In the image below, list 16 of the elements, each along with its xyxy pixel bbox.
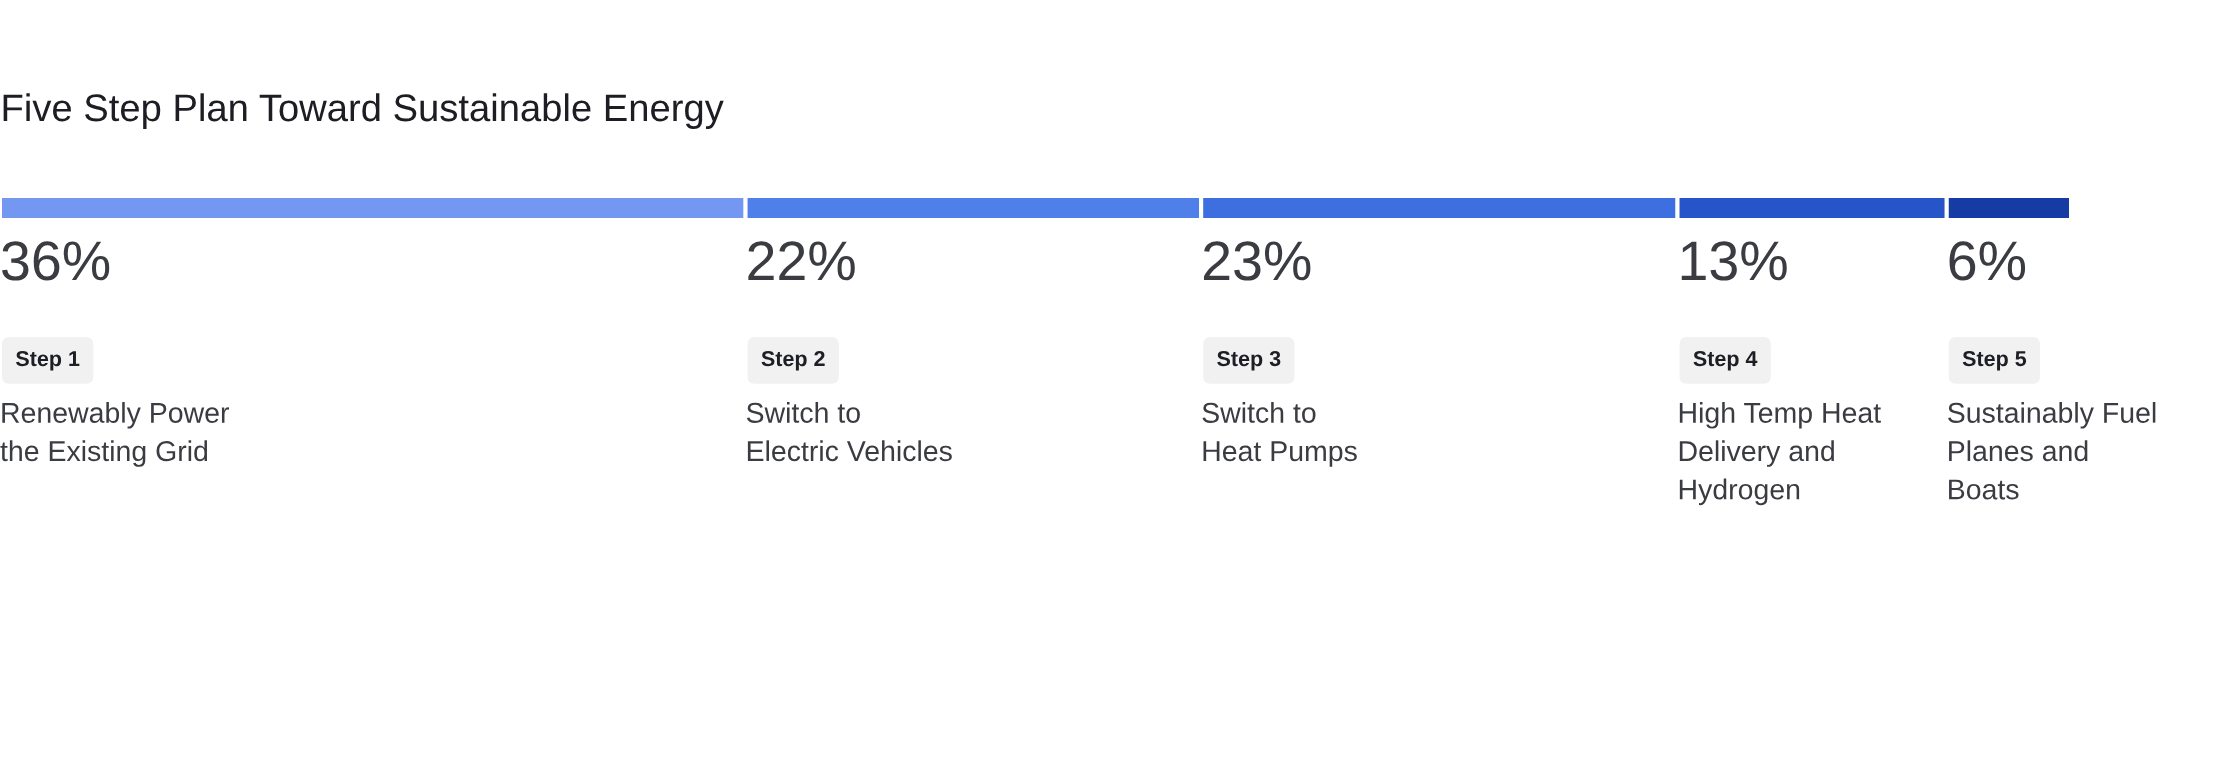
data-label: 6% bbox=[1949, 241, 2026, 281]
data-label: 13% bbox=[1681, 241, 1787, 281]
text: Switch to Electric Vehicles bbox=[746, 402, 952, 462]
text: High Temp Heat Delivery and Hydrogen bbox=[1679, 402, 1881, 506]
chart-title: Five Step Plan Toward Sustainable Energy bbox=[3, 93, 724, 129]
text: Renewably Power the Existing Grid bbox=[0, 402, 229, 467]
text: Step 5 bbox=[1962, 350, 2027, 371]
text: Step 2 bbox=[761, 350, 825, 371]
data-label: 23% bbox=[1203, 241, 1311, 281]
text: Sustainably Fuel Planes and Boats bbox=[1948, 402, 2156, 500]
data-label: 36% bbox=[2, 241, 110, 281]
text: Step 4 bbox=[1693, 350, 1758, 371]
text: Step 1 bbox=[15, 350, 80, 371]
text: Step 3 bbox=[1217, 350, 1281, 371]
data-label: 22% bbox=[748, 241, 855, 281]
text: Switch to Heat Pumps bbox=[1202, 402, 1357, 467]
